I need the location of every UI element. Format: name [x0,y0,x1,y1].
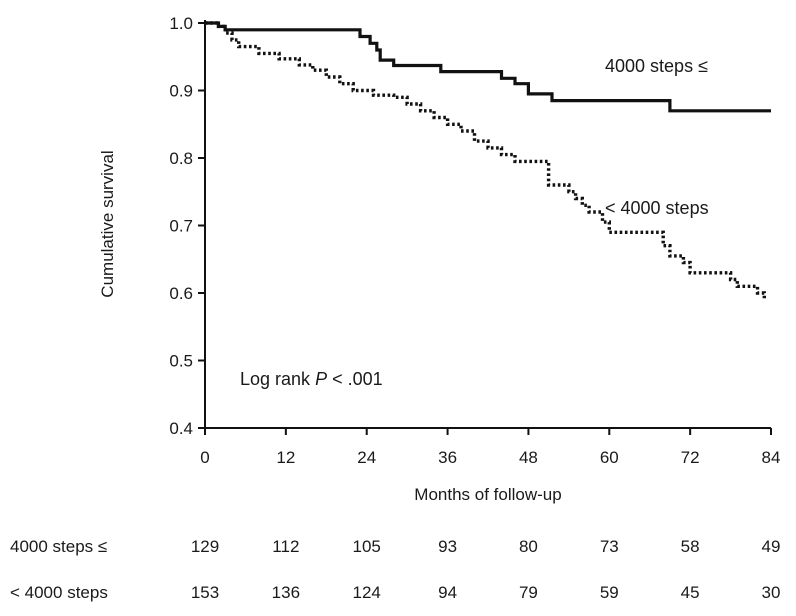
x-tick-label: 36 [438,448,457,467]
risk-value: 30 [762,583,781,602]
risk-value: 59 [600,583,619,602]
y-ticks: 0.4 0.5 0.6 0.7 0.8 0.9 1.0 [169,14,205,438]
survival-curve-4000-or-more [205,21,771,113]
logrank-prefix: Log rank [240,369,315,389]
risk-value: 112 [272,537,299,556]
x-ticks: 0 12 24 36 48 60 72 84 [200,428,780,467]
risk-value: 80 [519,537,538,556]
risk-row-label: 4000 steps ≤ [10,537,107,556]
risk-value: 105 [353,537,381,556]
x-tick-label: 0 [200,448,209,467]
survival-curve-under-4000 [205,21,766,300]
y-tick-label: 0.7 [169,217,193,236]
risk-value: 153 [191,583,219,602]
risk-table: 4000 steps ≤ 129 112 105 93 80 73 58 49 < 4000 st… [10,537,780,602]
x-tick-label: 24 [357,448,376,467]
y-tick-label: 0.4 [169,419,193,438]
logrank-p-symbol: P [315,369,327,389]
risk-value: 79 [519,583,538,602]
risk-value: 45 [681,583,700,602]
y-tick-label: 0.9 [169,82,193,101]
risk-value: 124 [353,583,381,602]
x-tick-label: 12 [276,448,295,467]
risk-value: 93 [438,537,457,556]
y-tick-label: 1.0 [169,14,193,33]
axes [204,20,771,429]
risk-value: 94 [438,583,457,602]
x-tick-label: 48 [519,448,538,467]
x-tick-label: 84 [762,448,781,467]
y-tick-label: 0.5 [169,352,193,371]
risk-row-label: < 4000 steps [10,583,108,602]
series-label-4000-or-more: 4000 steps ≤ [605,56,708,76]
series-layer [205,21,771,300]
risk-value: 136 [272,583,300,602]
y-tick-label: 0.8 [169,149,193,168]
risk-value: 129 [191,537,219,556]
x-tick-label: 60 [600,448,619,467]
risk-value: 73 [600,537,619,556]
x-tick-label: 72 [681,448,700,467]
series-label-under-4000: < 4000 steps [605,198,709,218]
risk-value: 58 [681,537,700,556]
y-tick-label: 0.6 [169,284,193,303]
x-axis-title: Months of follow-up [414,485,561,504]
logrank-suffix: < .001 [327,369,383,389]
logrank-annotation: Log rank P < .001 [240,369,383,389]
risk-value: 49 [762,537,781,556]
y-axis-title: Cumulative survival [98,150,117,297]
